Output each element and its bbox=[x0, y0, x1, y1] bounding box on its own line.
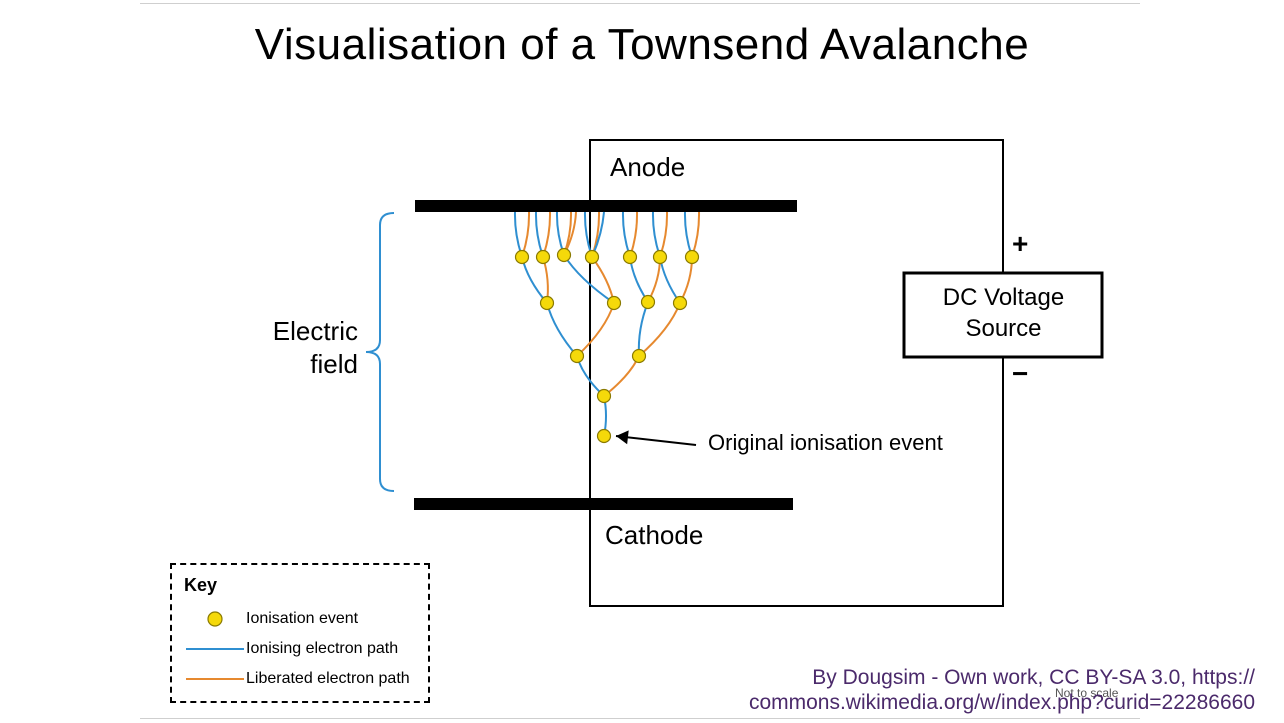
credit-line2: commons.wikimedia.org/w/index.php?curid=… bbox=[749, 691, 1255, 714]
source-line2: Source bbox=[965, 315, 1041, 342]
legend-ionising-line-icon bbox=[184, 648, 246, 650]
cathode-label: Cathode bbox=[605, 520, 703, 551]
electric-field-line1: Electric bbox=[273, 316, 358, 346]
legend-liberated-line-icon bbox=[184, 678, 246, 680]
credit-line1: By Dougsim - Own work, CC BY-SA 3.0, htt… bbox=[812, 666, 1255, 689]
source-line1: DC Voltage bbox=[943, 284, 1064, 311]
legend-box: Key Ionisation event Ionising electron p… bbox=[170, 563, 430, 703]
anode-label: Anode bbox=[610, 152, 685, 183]
attribution-text: By Dougsim - Own work, CC BY-SA 3.0, htt… bbox=[610, 665, 1255, 715]
legend-row-liberated-path: Liberated electron path bbox=[184, 664, 416, 694]
electric-field-line2: field bbox=[310, 349, 358, 379]
legend-ionisation-icon bbox=[184, 609, 246, 629]
plus-terminal-label: + bbox=[1012, 228, 1028, 260]
legend-title: Key bbox=[184, 575, 416, 596]
legend-ionising-text: Ionising electron path bbox=[246, 640, 398, 658]
voltage-source-label: DC Voltage Source bbox=[920, 282, 1087, 344]
legend-liberated-text: Liberated electron path bbox=[246, 670, 410, 688]
electric-field-label: Electric field bbox=[238, 315, 358, 380]
origin-event-label: Original ionisation event bbox=[708, 430, 943, 456]
legend-row-ionising-path: Ionising electron path bbox=[184, 634, 416, 664]
legend-ionisation-text: Ionisation event bbox=[246, 610, 358, 628]
legend-row-ionisation: Ionisation event bbox=[184, 604, 416, 634]
minus-terminal-label: − bbox=[1012, 358, 1028, 390]
